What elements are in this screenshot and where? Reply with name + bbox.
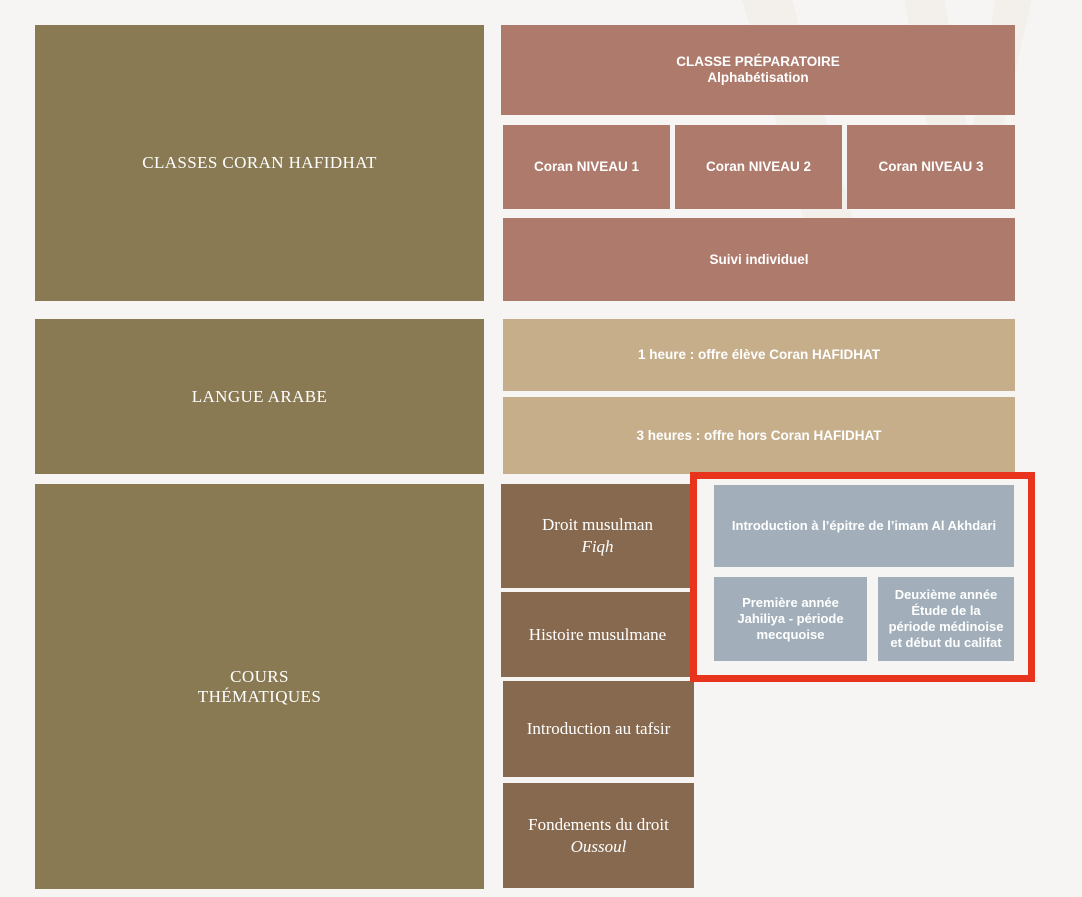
arabe-section-label: LANGUE ARABE — [191, 386, 328, 406]
arabe-section-title[interactable]: LANGUE ARABE — [35, 319, 484, 474]
classe-preparatoire-line1: CLASSE PRÉPARATOIRE — [676, 54, 840, 69]
thematiques-label-line2: THÉMATIQUES — [197, 686, 322, 706]
deuxieme-annee-line2: Étude de la — [911, 603, 981, 618]
premiere-annee-line2: Jahiliya - période — [737, 611, 844, 626]
coran-niveau-1-label: Coran NIVEAU 1 — [533, 159, 640, 174]
fiqh-introduction-label: Introduction à l’épitre de l’imam Al Akh… — [731, 518, 997, 533]
thematiques-section-title[interactable]: COURS THÉMATIQUES — [35, 484, 484, 889]
classe-preparatoire-line2: Alphabétisation — [707, 70, 809, 85]
coran-section-label: CLASSES CORAN HAFIDHAT — [142, 153, 377, 172]
premiere-annee-line3: mecquoise — [756, 627, 825, 642]
offre-1-heure-label: 1 heure : offre élève Coran HAFIDHAT — [637, 347, 881, 362]
course-introduction-tafsir[interactable]: Introduction au tafsir — [503, 681, 694, 777]
coran-niveau-2-tile[interactable]: Coran NIVEAU 2 — [675, 125, 842, 209]
suivi-individuel-tile[interactable]: Suivi individuel — [503, 218, 1015, 301]
course-fondements-du-droit[interactable]: Fondements du droit Oussoul — [503, 783, 694, 888]
deuxieme-annee-line3: période médinoise — [888, 619, 1004, 634]
course-fondements-subtitle: Oussoul — [570, 836, 627, 856]
course-fondements-label: Fondements du droit — [528, 814, 669, 834]
course-histoire-musulmane[interactable]: Histoire musulmane — [501, 592, 694, 677]
course-droit-musulman[interactable]: Droit musulman Fiqh — [501, 484, 694, 588]
histoire-deuxieme-annee-tile[interactable]: Deuxième année Étude de la période médin… — [878, 577, 1014, 661]
offre-3-heures-label: 3 heures : offre hors Coran HAFIDHAT — [636, 427, 882, 443]
fiqh-introduction-tile[interactable]: Introduction à l’épitre de l’imam Al Akh… — [714, 485, 1014, 567]
classe-preparatoire-tile[interactable]: CLASSE PRÉPARATOIRE Alphabétisation — [501, 25, 1015, 115]
offre-1-heure-tile[interactable]: 1 heure : offre élève Coran HAFIDHAT — [503, 319, 1015, 391]
course-introduction-tafsir-label: Introduction au tafsir — [526, 719, 671, 738]
thematiques-label-line1: COURS — [230, 666, 289, 686]
coran-niveau-3-tile[interactable]: Coran NIVEAU 3 — [847, 125, 1015, 209]
deuxieme-annee-line1: Deuxième année — [894, 587, 998, 602]
course-droit-musulman-label: Droit musulman — [542, 515, 653, 534]
suivi-individuel-label: Suivi individuel — [709, 251, 809, 267]
coran-niveau-3-label: Coran NIVEAU 3 — [878, 159, 984, 174]
deuxieme-annee-line4: et début du califat — [890, 635, 1002, 650]
course-droit-musulman-subtitle: Fiqh — [581, 537, 614, 556]
coran-section-title[interactable]: CLASSES CORAN HAFIDHAT — [35, 25, 484, 301]
offre-3-heures-tile[interactable]: 3 heures : offre hors Coran HAFIDHAT — [503, 397, 1015, 474]
coran-niveau-2-label: Coran NIVEAU 2 — [705, 159, 812, 174]
coran-niveau-1-tile[interactable]: Coran NIVEAU 1 — [503, 125, 670, 209]
histoire-premiere-annee-tile[interactable]: Première année Jahiliya - période mecquo… — [714, 577, 867, 661]
course-histoire-musulmane-label: Histoire musulmane — [528, 624, 667, 644]
premiere-annee-line1: Première année — [742, 595, 839, 610]
